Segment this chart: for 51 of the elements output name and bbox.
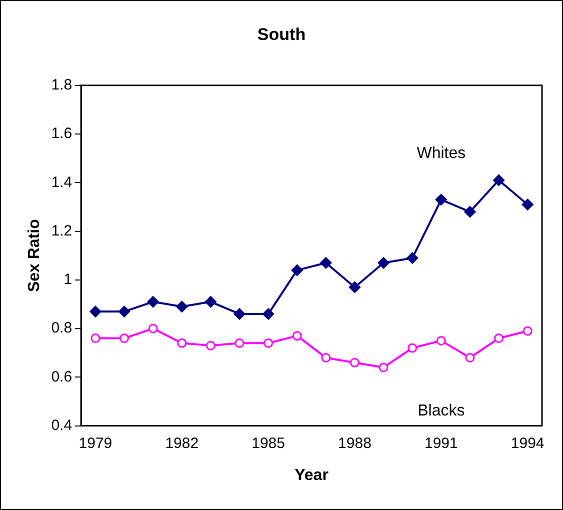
- point: [148, 324, 158, 334]
- point: [435, 194, 447, 206]
- y-tick-label: 1.6: [51, 125, 72, 142]
- point: [522, 326, 532, 336]
- text: Blacks: [418, 402, 465, 420]
- x-axis-title: Year: [294, 466, 328, 484]
- y-tick-label: 1.8: [51, 76, 72, 94]
- point: [350, 358, 360, 368]
- point: [464, 206, 476, 218]
- point: [264, 338, 274, 348]
- y-tick-label: 1.4: [51, 174, 72, 191]
- point: [204, 296, 216, 308]
- point: [348, 281, 360, 293]
- point: [90, 334, 100, 344]
- point: [176, 300, 188, 312]
- point: [494, 334, 504, 344]
- point: [465, 352, 475, 362]
- x-tick-label: 1979: [78, 434, 112, 452]
- x-tick-label: 1991: [424, 434, 458, 452]
- y-tick-label: 0.8: [51, 320, 72, 337]
- point: [234, 338, 244, 348]
- point: [147, 296, 159, 308]
- point: [378, 257, 390, 269]
- point: [378, 362, 388, 372]
- point: [292, 331, 302, 341]
- point: [206, 340, 216, 350]
- point: [262, 308, 274, 320]
- point: [436, 336, 446, 346]
- x-tick-label: 1982: [165, 434, 199, 452]
- point: [408, 343, 418, 353]
- point: [90, 306, 102, 318]
- x-tick-label: 1994: [510, 434, 544, 452]
- point: [522, 198, 534, 210]
- point: [321, 352, 331, 362]
- y-tick-label: 0.4: [51, 416, 72, 434]
- x-tick-label: 1988: [338, 434, 372, 452]
- point: [234, 308, 246, 320]
- y-tick-label: 1: [64, 271, 72, 288]
- point: [320, 257, 332, 269]
- point: [406, 252, 418, 264]
- point: [493, 174, 505, 186]
- point: [120, 334, 130, 344]
- chart-title: South: [257, 24, 306, 44]
- x-tick-label: 1985: [252, 434, 285, 452]
- y-tick-label: 1.2: [51, 222, 72, 240]
- point: [118, 306, 130, 318]
- y-axis-title: Sex Ratio: [26, 218, 44, 292]
- point: [177, 338, 187, 348]
- y-tick-label: 0.6: [51, 368, 72, 386]
- point: [291, 264, 303, 276]
- text: Whites: [416, 145, 466, 162]
